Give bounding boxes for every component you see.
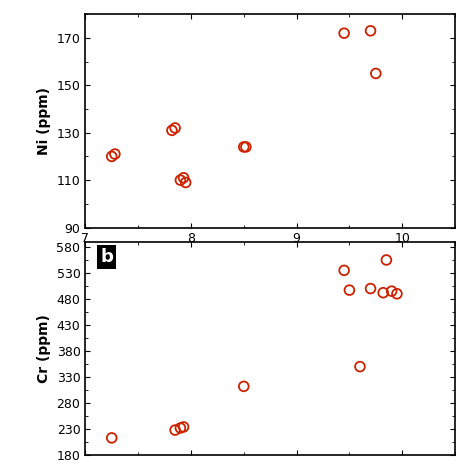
Point [168, 127, 176, 134]
Point [367, 27, 374, 35]
Point [240, 383, 247, 390]
Y-axis label: Ni (ppm): Ni (ppm) [37, 87, 51, 155]
Point [383, 256, 390, 264]
Point [108, 153, 116, 160]
Point [240, 143, 247, 151]
Point [108, 434, 116, 442]
Point [340, 29, 348, 37]
Point [379, 289, 387, 297]
Point [356, 363, 364, 370]
Point [180, 423, 187, 431]
Y-axis label: Cr (ppm): Cr (ppm) [37, 314, 51, 383]
Point [372, 70, 380, 77]
Point [180, 174, 187, 182]
Point [177, 176, 184, 184]
Point [367, 285, 374, 292]
Point [242, 143, 250, 151]
Point [177, 424, 184, 432]
Point [393, 290, 401, 298]
X-axis label: MgO (wt%): MgO (wt%) [227, 251, 313, 265]
Point [171, 124, 179, 132]
Point [171, 426, 179, 434]
Point [346, 286, 353, 294]
Point [340, 266, 348, 274]
Point [182, 179, 190, 186]
Point [388, 287, 395, 295]
Point [111, 150, 118, 158]
Text: b: b [100, 248, 113, 266]
